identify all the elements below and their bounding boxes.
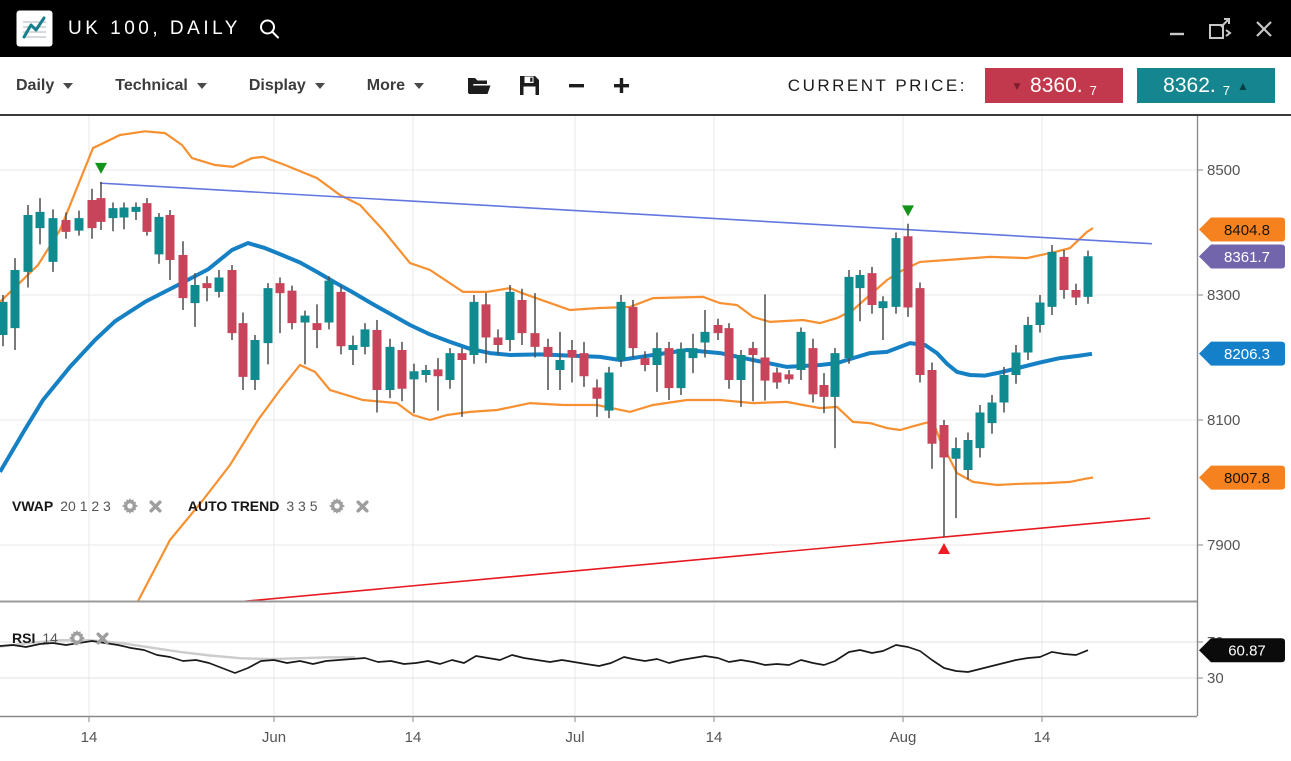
buy-price-frac: 7 <box>1222 83 1230 98</box>
minimize-icon[interactable] <box>1167 19 1187 39</box>
gear-icon <box>68 630 85 646</box>
vwap-settings-button[interactable] <box>121 498 138 514</box>
up-triangle-marker <box>938 543 950 554</box>
menu-more-label: More <box>366 76 406 94</box>
menu-more[interactable]: More <box>366 76 425 95</box>
arrow-up-icon: ▲ <box>1236 78 1249 93</box>
menu-daily[interactable]: Daily <box>16 76 74 95</box>
chevron-down-icon <box>414 82 425 89</box>
svg-text:7900: 7900 <box>1207 537 1240 554</box>
open-chart-button[interactable] <box>466 75 492 96</box>
svg-text:14: 14 <box>81 729 98 746</box>
rsi-legend-row: RSI 14 <box>12 630 109 646</box>
chart-canvas[interactable]: 8500830081007900703014Jun14Jul14Aug14840… <box>0 116 1291 761</box>
rsi-pane <box>0 639 1089 674</box>
svg-text:8300: 8300 <box>1207 287 1240 304</box>
vwap-lower-band-line <box>136 363 1094 601</box>
svg-text:Aug: Aug <box>890 729 917 746</box>
auto-trend-legend-params: 3 3 5 <box>286 498 318 514</box>
svg-text:Jun: Jun <box>262 729 286 746</box>
close-icon[interactable] <box>1253 18 1275 40</box>
save-icon <box>520 76 540 95</box>
indicator-legend-row: VWAP 20 1 2 3 AUTO TREND 3 3 5 <box>12 498 369 514</box>
rsi-flag: 60.87 <box>1199 638 1285 663</box>
popout-icon[interactable] <box>1207 17 1233 41</box>
price-flag: 8206.3 <box>1199 341 1285 366</box>
candles <box>0 181 1093 537</box>
rsi-legend-params: 14 <box>42 630 58 646</box>
svg-text:14: 14 <box>706 729 723 746</box>
svg-text:60.87: 60.87 <box>1228 643 1266 660</box>
plus-icon <box>614 78 630 93</box>
toolbar: Daily Technical Display More <box>0 57 1291 116</box>
chart-area: 8500830081007900703014Jun14Jul14Aug14840… <box>0 116 1291 761</box>
menu-display[interactable]: Display <box>249 77 325 95</box>
menu-display-label: Display <box>248 76 306 94</box>
svg-text:8100: 8100 <box>1207 412 1240 429</box>
save-chart-button[interactable] <box>518 74 541 97</box>
down-triangle-marker <box>95 162 107 174</box>
folder-open-icon <box>468 78 491 94</box>
price-flag: 8404.8 <box>1199 217 1285 242</box>
svg-text:8007.8: 8007.8 <box>1224 470 1270 487</box>
svg-text:14: 14 <box>405 729 422 746</box>
search-icon[interactable] <box>257 17 281 41</box>
svg-text:14: 14 <box>1034 729 1051 746</box>
sell-price-frac: 7 <box>1089 83 1097 98</box>
chevron-down-icon <box>196 82 207 89</box>
svg-text:30: 30 <box>1207 670 1224 687</box>
minus-icon <box>569 84 585 88</box>
price-axis-ticks: 85008300810079007030 <box>1197 162 1240 687</box>
close-x-icon <box>149 499 162 513</box>
down-triangle-marker <box>902 205 914 217</box>
rsi-remove-button[interactable] <box>96 631 109 645</box>
arrow-down-icon: ▼ <box>1011 78 1024 93</box>
menu-technical[interactable]: Technical <box>115 77 207 95</box>
buy-price-button[interactable]: 8362. 7 ▲ <box>1137 68 1275 103</box>
svg-text:8361.7: 8361.7 <box>1224 249 1270 266</box>
trend-markers <box>95 162 950 554</box>
auto-trend-remove-button[interactable] <box>355 499 369 513</box>
vwap-legend-params: 20 1 2 3 <box>60 498 111 514</box>
svg-text:8206.3: 8206.3 <box>1224 346 1270 363</box>
vwap-upper-band-line <box>0 130 1094 325</box>
close-x-icon <box>355 499 369 513</box>
sell-price-button[interactable]: ▼ 8360. 7 <box>985 68 1123 103</box>
price-flag: 8007.8 <box>1199 465 1285 490</box>
menu-technical-label: Technical <box>115 76 188 94</box>
current-price-label: CURRENT PRICE: <box>787 75 967 95</box>
gridlines <box>0 116 1197 716</box>
chevron-down-icon <box>314 82 325 89</box>
svg-text:8404.8: 8404.8 <box>1224 222 1270 239</box>
window-controls <box>1167 17 1275 41</box>
svg-text:Jul: Jul <box>565 729 584 746</box>
support-trendline <box>238 517 1151 601</box>
zoom-out-button[interactable] <box>567 76 586 95</box>
zoom-in-button[interactable] <box>612 76 631 95</box>
gear-icon <box>121 498 138 514</box>
vwap-line <box>0 241 1093 473</box>
vwap-legend-name: VWAP <box>12 498 54 514</box>
auto-trend-settings-button[interactable] <box>328 498 345 514</box>
time-axis-ticks: 14 Jun 14 Jul 14 Aug 14 <box>81 716 1051 746</box>
rsi-legend-name: RSI <box>12 630 36 646</box>
price-flag: 8361.7 <box>1199 244 1285 269</box>
sell-price-value: 8360. <box>1030 73 1083 97</box>
titlebar: UK 100, DAILY <box>0 0 1291 57</box>
menu-daily-label: Daily <box>16 76 55 94</box>
window-title: UK 100, DAILY <box>68 17 241 39</box>
close-x-icon <box>96 631 109 645</box>
svg-text:8500: 8500 <box>1207 162 1240 179</box>
vwap-remove-button[interactable] <box>149 499 162 513</box>
app-logo-icon <box>16 10 53 47</box>
price-pane <box>0 130 1153 601</box>
resistance-trendline <box>99 182 1153 245</box>
rsi-ma-line <box>0 639 355 661</box>
rsi-line <box>0 640 1089 674</box>
buy-price-value: 8362. <box>1163 73 1216 97</box>
chevron-down-icon <box>63 82 74 89</box>
rsi-settings-button[interactable] <box>68 630 85 646</box>
auto-trend-legend-name: AUTO TREND <box>187 498 280 514</box>
gear-icon <box>328 498 345 514</box>
